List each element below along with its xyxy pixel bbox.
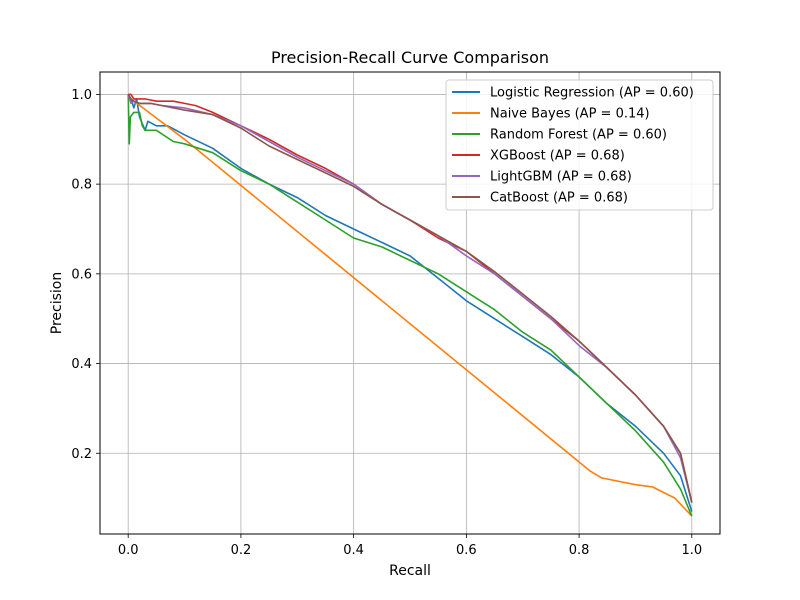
- plot-frame: [99, 71, 721, 535]
- legend-entry-label: Random Forest (AP = 0.60): [490, 128, 667, 143]
- x-tick-label: 1.0: [681, 543, 702, 558]
- x-axis-label: Recall: [389, 563, 431, 579]
- x-tick-label: 0.0: [118, 543, 139, 558]
- legend: Logistic Regression (AP = 0.60) Naive Bay…: [445, 79, 714, 211]
- y-tick-label: 0.6: [71, 267, 92, 282]
- y-tick-label: 0.4: [71, 357, 92, 372]
- x-tick-label: 0.2: [231, 543, 252, 558]
- legend-entry-label: CatBoost (AP = 0.68): [490, 191, 628, 206]
- x-tick-label: 0.8: [569, 543, 590, 558]
- legend-box: [445, 79, 714, 211]
- y-axis-label: Precision: [49, 272, 65, 334]
- series-line-5: [127, 93, 693, 503]
- legend-entry-label: LightGBM (AP = 0.68): [490, 170, 632, 185]
- x-tick-label: 0.4: [343, 543, 364, 558]
- x-tick-label: 0.6: [456, 543, 477, 558]
- legend-entry-label: XGBoost (AP = 0.68): [490, 149, 625, 164]
- axis-ticks: 0.0 0.2 0.4 0.6 0.8 1.0 0.2 0.4 0.6 0.8 1.0: [71, 88, 702, 558]
- y-tick-label: 0.2: [71, 447, 92, 462]
- series-lines: [127, 93, 693, 517]
- series-line-1: [127, 93, 693, 517]
- series-line-2: [127, 94, 693, 517]
- chart-title: Precision-Recall Curve Comparison: [271, 48, 549, 67]
- y-tick-label: 1.0: [71, 88, 92, 103]
- legend-entry-label: Logistic Regression (AP = 0.60): [490, 86, 694, 101]
- y-tick-label: 0.8: [71, 178, 92, 193]
- legend-entry-label: Naive Bayes (AP = 0.14): [490, 107, 650, 122]
